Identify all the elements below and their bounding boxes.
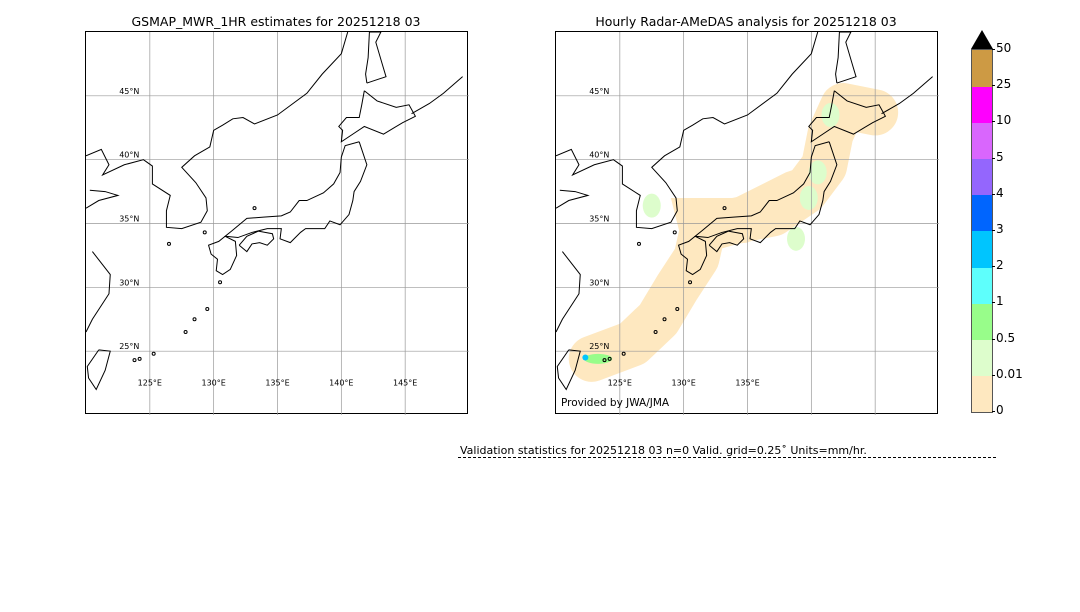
island bbox=[166, 241, 171, 246]
rain-area-2-3 bbox=[582, 354, 589, 361]
colorbar-segment bbox=[972, 158, 992, 196]
rain-area-001-05 bbox=[821, 102, 840, 127]
coastline bbox=[238, 230, 275, 253]
map-canvas: 45°N 40°N 35°N 30°N 25°N 125°E 130°E 135°E 140°E… bbox=[86, 32, 469, 415]
left-map: 45°N 40°N 35°N 30°N 25°N 125°E 130°E 135°E 140°E… bbox=[85, 31, 469, 415]
latitude-label: 25°N bbox=[589, 342, 609, 351]
longitude-label: 130°E bbox=[672, 379, 696, 388]
longitude-label: 135°E bbox=[735, 379, 759, 388]
colorbar-segment bbox=[972, 50, 992, 87]
longitude-label: 135°E bbox=[265, 379, 289, 388]
island bbox=[192, 317, 197, 322]
colorbar-tick-label: 4 bbox=[992, 185, 1004, 200]
coastline bbox=[677, 235, 708, 276]
latitude-label: 30°N bbox=[589, 278, 609, 287]
rain-area-001-05 bbox=[808, 160, 827, 185]
colorbar-extend-arrow bbox=[971, 30, 993, 49]
island bbox=[607, 356, 612, 361]
coastline bbox=[207, 235, 238, 276]
island bbox=[151, 351, 156, 356]
island bbox=[653, 330, 658, 335]
validation-text: Validation statistics for 20251218 03 n=… bbox=[460, 444, 867, 457]
island bbox=[688, 280, 693, 285]
colorbar-segment bbox=[972, 375, 992, 413]
colorbar-tick-label: 50 bbox=[991, 41, 1012, 55]
longitude-label: 140°E bbox=[329, 379, 353, 388]
longitude-label: 145°E bbox=[393, 379, 417, 388]
colorbar-segment bbox=[972, 194, 992, 232]
latitude-label: 40°N bbox=[589, 151, 609, 160]
colorbar-tick-label: 0 bbox=[992, 403, 1004, 417]
coastline bbox=[556, 251, 581, 333]
coastline bbox=[86, 349, 111, 391]
island bbox=[675, 307, 680, 312]
colorbar-tick-label: 0.5 bbox=[991, 330, 1016, 345]
coastline bbox=[693, 141, 838, 244]
coastline bbox=[808, 90, 887, 143]
rain-area-001-05 bbox=[787, 226, 806, 251]
coastline bbox=[881, 76, 933, 115]
island bbox=[137, 356, 142, 361]
longitude-label: 125°E bbox=[138, 379, 162, 388]
coastline bbox=[556, 189, 590, 209]
longitude-label: 130°E bbox=[202, 379, 226, 388]
coastline bbox=[411, 76, 463, 115]
island bbox=[621, 351, 626, 356]
island bbox=[722, 206, 727, 211]
colorbar-tick-label: 5 bbox=[992, 149, 1004, 164]
right-map-title: Hourly Radar-AMeDAS analysis for 2025121… bbox=[595, 14, 897, 29]
coastline bbox=[86, 32, 349, 230]
colorbar-segment bbox=[972, 303, 992, 341]
latitude-label: 35°N bbox=[589, 215, 609, 224]
colorbar-segment bbox=[972, 231, 992, 268]
island bbox=[202, 230, 207, 235]
colorbar-tick-label: 0.01 bbox=[992, 366, 1023, 381]
island bbox=[602, 358, 607, 363]
latitude-label: 45°N bbox=[119, 87, 139, 96]
coastline bbox=[365, 32, 387, 84]
credit-label: Provided by JWA/JMA bbox=[561, 397, 670, 409]
island bbox=[183, 330, 188, 335]
island bbox=[252, 206, 257, 211]
colorbar-tick-label: 25 bbox=[991, 77, 1012, 92]
colorbar bbox=[971, 49, 993, 413]
coastline bbox=[556, 349, 581, 391]
latitude-label: 35°N bbox=[119, 215, 139, 224]
latitude-label: 30°N bbox=[119, 278, 139, 287]
island bbox=[672, 230, 677, 235]
island bbox=[218, 280, 223, 285]
longitude-label: 125°E bbox=[608, 379, 632, 388]
colorbar-tick-label: 2 bbox=[992, 258, 1004, 273]
island bbox=[636, 241, 641, 246]
map-canvas: 45°N 40°N 35°N 30°N 25°N 125°E 130°E 135°E bbox=[556, 32, 939, 415]
colorbar-tick-label: 3 bbox=[992, 222, 1004, 236]
colorbar-segment bbox=[972, 122, 992, 160]
rain-area-001-05 bbox=[799, 185, 818, 210]
coastline bbox=[338, 90, 417, 143]
latitude-label: 45°N bbox=[589, 87, 609, 96]
coastline bbox=[708, 230, 745, 253]
rain-area-001-05 bbox=[642, 193, 661, 218]
coastline bbox=[86, 189, 120, 209]
island bbox=[132, 358, 137, 363]
validation-divider bbox=[458, 457, 996, 458]
coastline bbox=[556, 32, 819, 230]
island bbox=[205, 307, 210, 312]
coastline bbox=[835, 32, 857, 84]
coastline bbox=[86, 251, 111, 333]
latitude-label: 25°N bbox=[119, 342, 139, 351]
left-map-title: GSMAP_MWR_1HR estimates for 20251218 03 bbox=[131, 14, 421, 29]
latitude-label: 40°N bbox=[119, 151, 139, 160]
colorbar-tick-label: 10 bbox=[991, 113, 1012, 128]
island bbox=[662, 317, 667, 322]
colorbar-tick-label: 1 bbox=[992, 294, 1004, 309]
colorbar-segment bbox=[972, 267, 992, 304]
right-map: 45°N 40°N 35°N 30°N 25°N 125°E 130°E 135°E Prov… bbox=[555, 31, 939, 415]
colorbar-segment bbox=[972, 339, 992, 377]
colorbar-segment bbox=[972, 86, 992, 123]
coastline bbox=[223, 141, 368, 244]
